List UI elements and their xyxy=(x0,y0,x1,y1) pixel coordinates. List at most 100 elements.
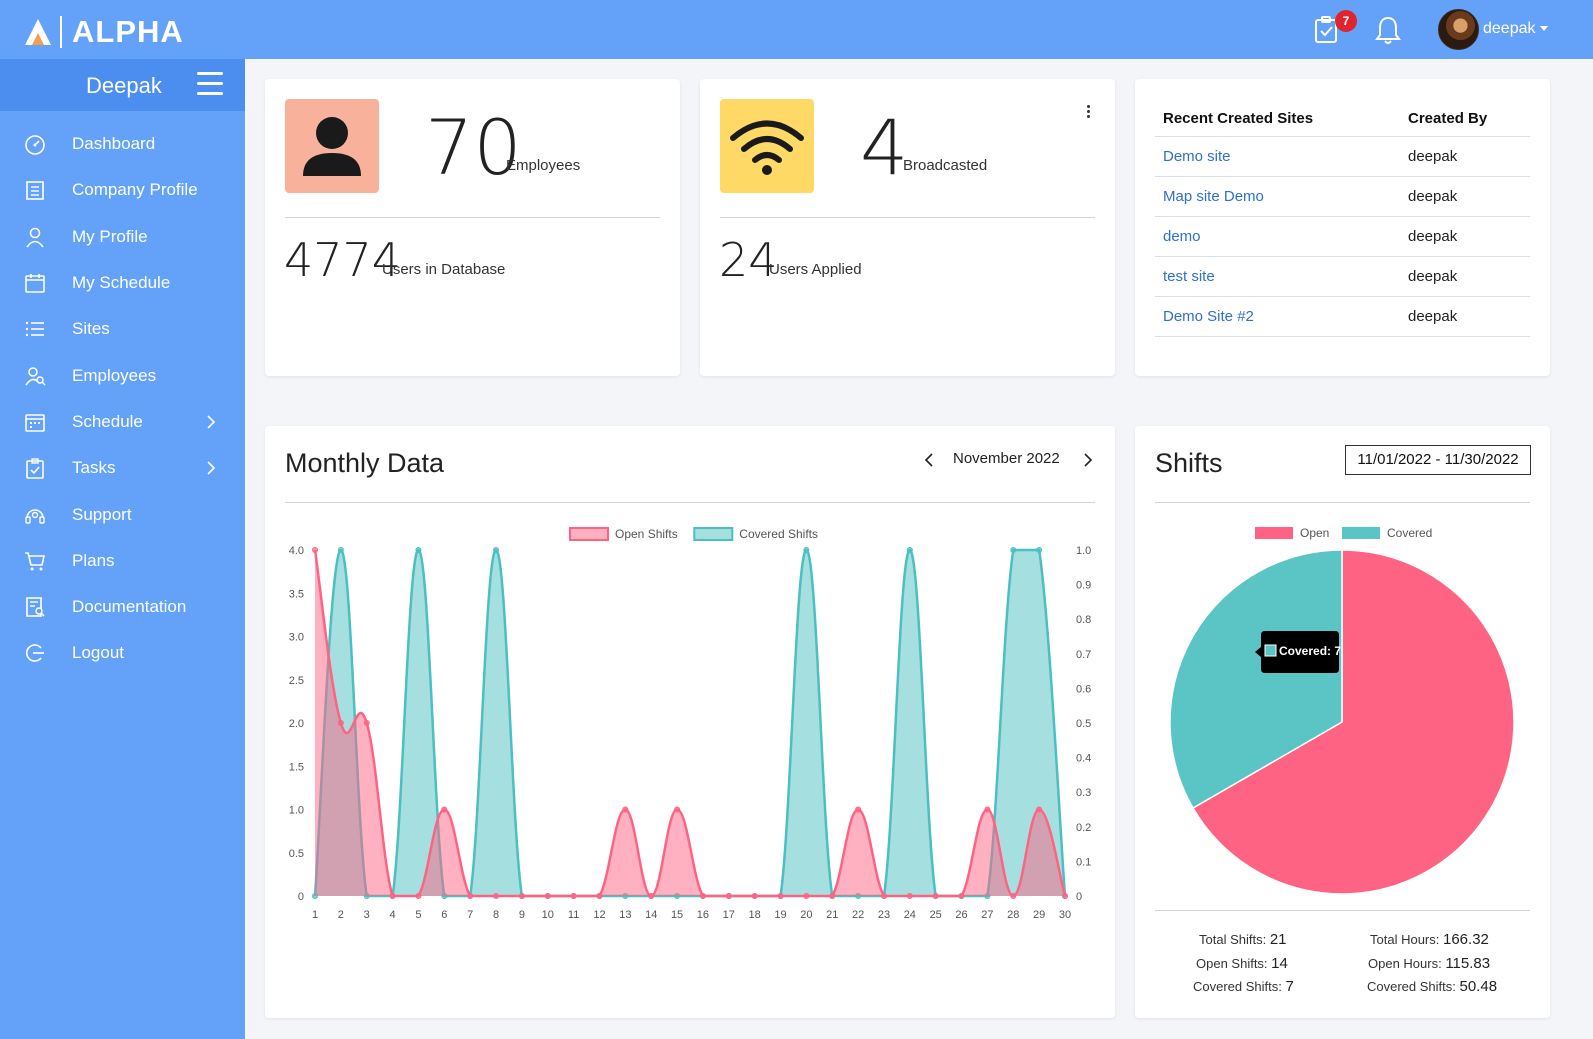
x-tick-label: 24 xyxy=(904,909,916,921)
summary-total-shifts: Total Shifts: 21 xyxy=(1199,931,1287,948)
data-point xyxy=(932,893,939,899)
legend-label: Covered xyxy=(1387,526,1432,540)
data-point xyxy=(1036,806,1043,813)
data-point xyxy=(467,893,474,899)
y-right-tick-label: 0.8 xyxy=(1076,614,1091,626)
created-by-cell: deepak xyxy=(1400,256,1530,297)
x-tick-label: 28 xyxy=(1007,909,1019,921)
divider xyxy=(1155,502,1530,503)
site-link[interactable]: Map site Demo xyxy=(1163,188,1264,205)
y-left-tick-label: 0 xyxy=(298,891,304,903)
data-point xyxy=(1062,893,1068,899)
broadcast-count-label: Broadcasted xyxy=(903,157,988,174)
top-bar: ALPHA 7 deepak xyxy=(0,0,1593,59)
y-right-tick-label: 0.1 xyxy=(1076,856,1091,868)
table-row: demo deepak xyxy=(1155,216,1530,257)
data-point xyxy=(648,893,655,899)
x-tick-label: 27 xyxy=(981,909,993,921)
hamburger-menu-icon[interactable] xyxy=(197,72,223,98)
summary-open-shifts: Open Shifts: 14 xyxy=(1196,955,1288,972)
data-point xyxy=(622,806,629,813)
sidebar-item-my-profile[interactable]: My Profile xyxy=(0,214,245,260)
x-tick-label: 10 xyxy=(542,909,554,921)
data-point xyxy=(725,893,732,899)
data-point xyxy=(337,720,344,726)
x-tick-label: 6 xyxy=(441,909,447,921)
pie-slice xyxy=(1169,549,1343,810)
sidebar-item-plans[interactable]: Plans xyxy=(0,538,245,584)
sidebar-item-label: Company Profile xyxy=(72,180,198,200)
previous-month-button[interactable] xyxy=(923,452,935,468)
x-tick-label: 11 xyxy=(568,909,579,921)
site-link[interactable]: Demo site xyxy=(1163,148,1231,165)
sidebar-item-label: My Profile xyxy=(72,226,148,246)
sidebar-item-label: Support xyxy=(72,504,132,524)
y-left-tick-label: 3.5 xyxy=(289,588,304,600)
employee-icon-box xyxy=(285,99,379,193)
avatar[interactable] xyxy=(1438,9,1479,50)
sidebar-item-documentation[interactable]: Documentation xyxy=(0,584,245,630)
user-menu[interactable]: deepak xyxy=(1483,20,1548,38)
cart-icon xyxy=(25,552,45,571)
column-header-created-by: Created By xyxy=(1400,101,1530,137)
series-area xyxy=(315,550,1065,896)
date-range-picker[interactable]: 11/01/2022 - 11/30/2022 xyxy=(1345,445,1531,475)
y-left-tick-label: 1.5 xyxy=(289,761,304,773)
db-user-count: 4774 xyxy=(284,233,402,287)
data-point xyxy=(337,547,344,553)
x-tick-label: 5 xyxy=(415,909,421,921)
site-link[interactable]: test site xyxy=(1163,268,1215,285)
series-area xyxy=(315,550,1065,896)
legend-swatch xyxy=(569,527,609,541)
divider xyxy=(285,502,1095,503)
support-icon xyxy=(25,508,45,524)
more-options-icon[interactable] xyxy=(1085,105,1091,123)
legend-swatch xyxy=(1255,527,1293,539)
broadcast-card: 4 Broadcasted 24 Users Applied xyxy=(700,79,1115,376)
bell-icon[interactable] xyxy=(1375,15,1401,45)
data-point xyxy=(855,806,862,813)
sidebar-item-dashboard[interactable]: Dashboard xyxy=(0,121,245,167)
sidebar-item-label: Dashboard xyxy=(72,134,156,154)
table-row: Demo site deepak xyxy=(1155,136,1530,177)
sidebar-nav: Dashboard Company Profile My Profile My … xyxy=(0,121,245,677)
x-tick-label: 22 xyxy=(852,909,864,921)
sidebar-item-sites[interactable]: Sites xyxy=(0,306,245,352)
legend-swatch xyxy=(1342,527,1380,539)
employee-count: 70 xyxy=(425,103,522,192)
data-point xyxy=(312,547,318,553)
sidebar-item-logout[interactable]: Logout xyxy=(0,630,245,676)
data-point xyxy=(415,547,422,553)
data-point xyxy=(1010,893,1017,899)
sidebar-item-tasks[interactable]: Tasks xyxy=(0,445,245,491)
x-tick-label: 1 xyxy=(312,909,318,921)
table-row: Demo Site #2 deepak xyxy=(1155,296,1530,337)
brand[interactable]: ALPHA xyxy=(24,14,184,50)
site-link[interactable]: demo xyxy=(1163,228,1201,245)
sidebar-item-my-schedule[interactable]: My Schedule xyxy=(0,260,245,306)
brand-separator xyxy=(60,16,62,48)
logout-icon xyxy=(26,644,44,663)
sidebar-item-label: Documentation xyxy=(72,597,187,617)
data-point xyxy=(1036,547,1043,553)
tooltip-bg xyxy=(1255,631,1339,673)
summary-covered-shifts: Covered Shifts: 7 xyxy=(1193,978,1294,995)
site-link[interactable]: Demo Site #2 xyxy=(1163,308,1254,325)
x-tick-label: 15 xyxy=(671,909,683,921)
x-tick-label: 16 xyxy=(697,909,709,921)
x-tick-label: 9 xyxy=(519,909,525,921)
sidebar-item-support[interactable]: Support xyxy=(0,491,245,537)
next-month-button[interactable] xyxy=(1082,452,1094,468)
sidebar-item-schedule[interactable]: Schedule xyxy=(0,399,245,445)
x-tick-label: 14 xyxy=(645,909,657,921)
created-by-cell: deepak xyxy=(1400,136,1530,177)
x-tick-label: 13 xyxy=(619,909,631,921)
employees-icon xyxy=(25,366,46,386)
data-point xyxy=(699,893,706,899)
sidebar-item-label: Plans xyxy=(72,550,115,570)
broadcast-count: 4 xyxy=(860,103,909,192)
company-icon xyxy=(26,181,44,201)
sidebar-item-employees[interactable]: Employees xyxy=(0,352,245,398)
tasks-check-icon[interactable] xyxy=(1313,15,1341,45)
sidebar-item-company-profile[interactable]: Company Profile xyxy=(0,167,245,213)
